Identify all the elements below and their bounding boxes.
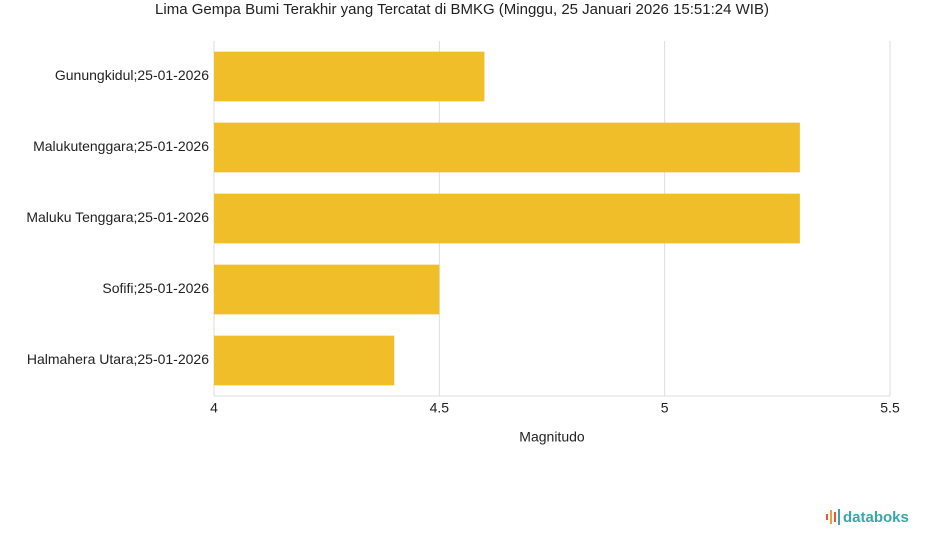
brand-logo	[826, 509, 840, 525]
chart-title: Lima Gempa Bumi Terakhir yang Tercatat d…	[155, 1, 769, 18]
x-axis-label: Magnitudo	[519, 429, 585, 445]
y-tick-label: Sofifi;25-01-2026	[102, 280, 209, 296]
x-tick-label: 5.5	[880, 400, 900, 416]
bar	[214, 51, 485, 102]
bar	[214, 122, 800, 173]
y-tick-label: Halmahera Utara;25-01-2026	[27, 351, 209, 367]
y-tick-label: Maluku Tenggara;25-01-2026	[26, 209, 209, 225]
x-tick-label: 5	[661, 400, 669, 416]
bar	[214, 264, 440, 315]
y-tick-label: Malukutenggara;25-01-2026	[33, 138, 209, 154]
brand-name: databoks	[843, 509, 909, 526]
x-tick-label: 4.5	[430, 400, 450, 416]
bar	[214, 335, 395, 386]
y-tick-label: Gunungkidul;25-01-2026	[55, 67, 209, 83]
bar	[214, 193, 800, 244]
x-tick-label: 4	[210, 400, 218, 416]
